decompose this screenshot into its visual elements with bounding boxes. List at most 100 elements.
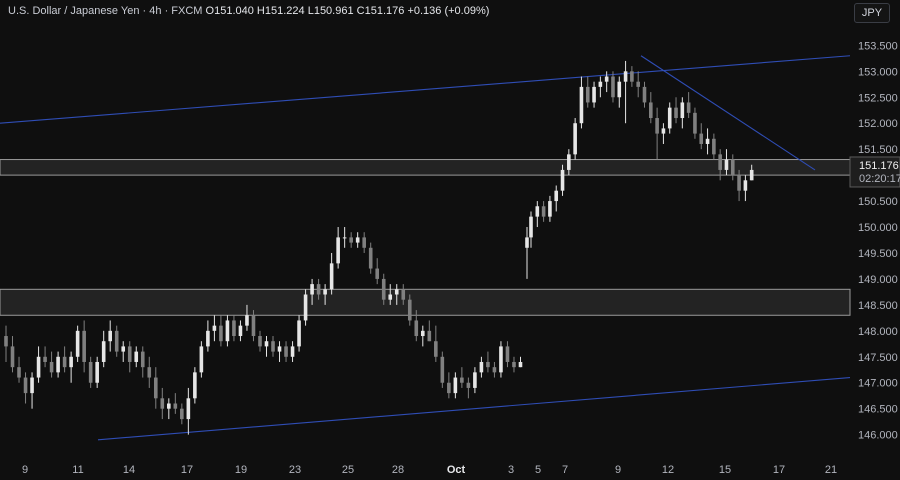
- candle-body: [730, 159, 735, 176]
- x-tick-label: 14: [123, 464, 135, 476]
- candle-body: [649, 102, 653, 119]
- candle: [147, 356, 152, 388]
- open-value: O151.040: [205, 5, 254, 17]
- candle-body: [453, 377, 458, 394]
- candle-body: [251, 315, 256, 337]
- candle: [535, 201, 540, 228]
- zones-layer: [0, 159, 851, 316]
- candle-body: [525, 237, 529, 248]
- candle-body: [560, 169, 565, 191]
- candle-body: [579, 86, 584, 124]
- candle: [206, 320, 210, 352]
- candle: [686, 92, 691, 119]
- candle: [623, 60, 628, 124]
- candle: [323, 284, 327, 305]
- y-tick-label: 150.500: [858, 196, 898, 208]
- candle-body: [219, 325, 223, 342]
- candle: [598, 76, 603, 98]
- candle-body: [297, 320, 301, 347]
- candle-body: [36, 356, 41, 378]
- y-tick-label: 149.500: [858, 248, 898, 260]
- candle: [251, 310, 256, 342]
- candle: [62, 346, 67, 373]
- candle: [560, 164, 565, 196]
- candle: [661, 123, 666, 144]
- candle-body: [636, 81, 640, 87]
- candle-body: [316, 284, 321, 295]
- candle: [505, 341, 510, 368]
- candle: [4, 325, 8, 362]
- candle: [134, 346, 139, 368]
- candle: [453, 372, 458, 399]
- time-axis: 9 11 14 17 19 23 25 28 Oct 3 5 7 9 12 15 17 21: [22, 464, 837, 476]
- candle: [617, 76, 622, 108]
- candle-body: [630, 71, 634, 82]
- candle: [486, 351, 490, 373]
- candle-body: [414, 320, 419, 337]
- candle: [592, 81, 596, 108]
- y-tick-label: 153.000: [858, 66, 898, 78]
- candle-body: [336, 237, 340, 264]
- candle-body: [101, 341, 106, 362]
- candle: [548, 195, 552, 222]
- candle-body: [440, 356, 445, 383]
- candle: [310, 278, 314, 305]
- x-tick-label: 17: [181, 464, 193, 476]
- candle-body: [401, 289, 406, 300]
- candle: [199, 341, 204, 378]
- candle: [264, 336, 269, 357]
- candle: [43, 346, 47, 368]
- candle: [718, 149, 722, 181]
- candle: [655, 107, 659, 160]
- candle-body: [264, 341, 269, 347]
- candle-body: [238, 325, 243, 337]
- currency-button[interactable]: JPY: [854, 3, 890, 23]
- candle-body: [368, 247, 373, 269]
- candle-body: [674, 107, 678, 119]
- x-tick-label: 11: [72, 464, 83, 476]
- y-tick-label: 152.500: [858, 92, 898, 104]
- candle-body: [394, 289, 399, 295]
- candle-body: [206, 330, 210, 347]
- candle-body: [140, 351, 145, 368]
- candle: [153, 367, 158, 409]
- candle: [466, 377, 471, 399]
- candle-body: [329, 263, 334, 290]
- candle: [611, 71, 615, 103]
- candle-body: [30, 377, 34, 394]
- candle: [667, 102, 672, 134]
- candle: [121, 341, 126, 362]
- candle-body: [623, 71, 628, 82]
- x-tick-label: 12: [662, 464, 674, 476]
- candle: [232, 315, 236, 342]
- candle: [473, 367, 477, 394]
- candle: [258, 330, 262, 352]
- candle-body: [147, 367, 152, 378]
- candle-body: [434, 341, 438, 357]
- candle-body: [518, 361, 523, 368]
- candle: [219, 315, 223, 347]
- candle-body: [427, 330, 432, 342]
- candle: [434, 325, 438, 362]
- y-tick-label: 150.000: [858, 222, 898, 234]
- candle: [173, 393, 178, 414]
- candle: [479, 356, 484, 378]
- candle-body: [712, 138, 716, 155]
- trendlines-layer: [0, 55, 851, 441]
- candle-body: [49, 361, 54, 373]
- candle-body: [548, 201, 552, 217]
- y-tick-label: 149.000: [858, 274, 898, 286]
- candle-body: [75, 330, 80, 357]
- candle: [355, 232, 360, 248]
- candle-body: [375, 268, 380, 279]
- candle: [460, 367, 464, 388]
- candle-body: [617, 81, 622, 98]
- x-tick-label: 23: [289, 464, 301, 476]
- candle: [730, 154, 735, 181]
- candle-body: [212, 325, 217, 331]
- x-tick-label: 19: [235, 464, 247, 476]
- candle: [225, 315, 230, 347]
- candle: [238, 320, 243, 342]
- price-tag-countdown: 02:20:17: [859, 173, 900, 185]
